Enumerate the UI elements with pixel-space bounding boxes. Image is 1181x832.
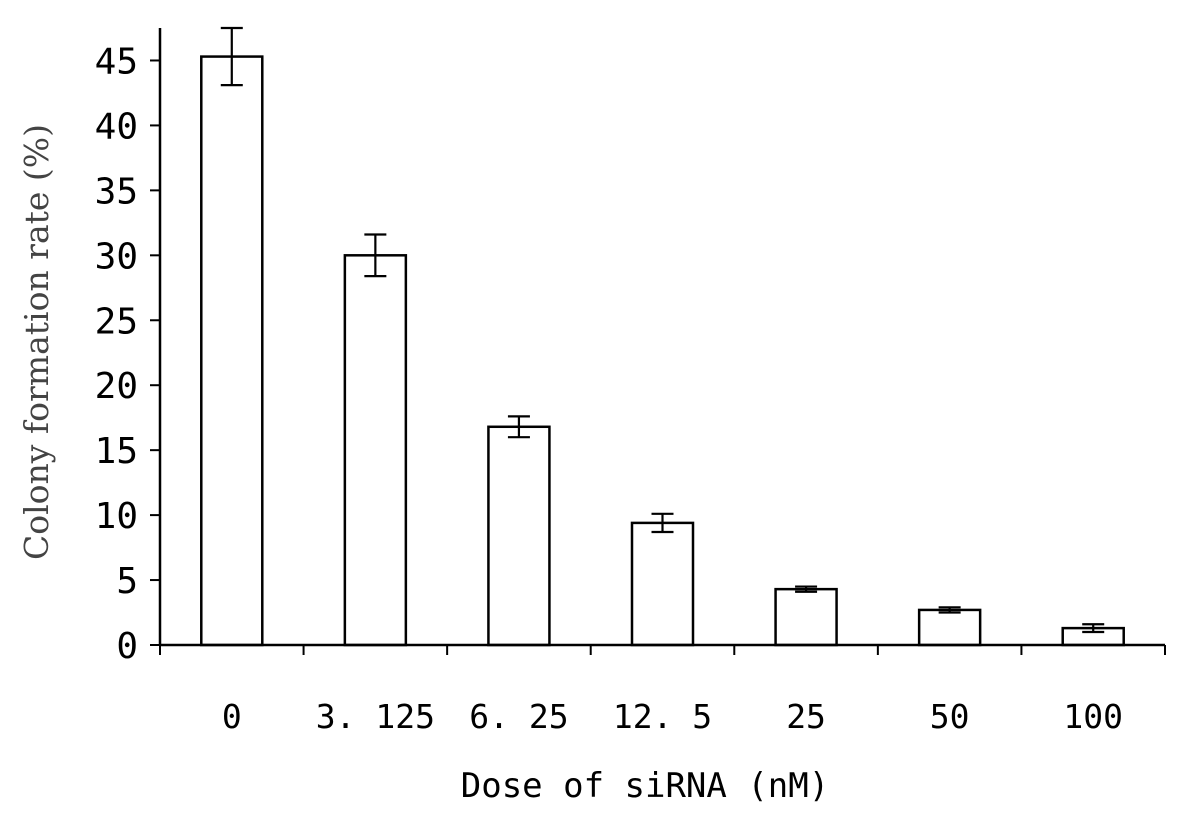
x-axis-category-labels: 0 3. 125 6. 25 12. 5 25 50 100 [222, 697, 1123, 736]
bar-50 [917, 608, 982, 647]
y-tick-label: 20 [95, 366, 138, 407]
x-category-label: 3. 125 [316, 697, 435, 736]
bar-6.25 [487, 425, 551, 647]
axes [158, 28, 1165, 647]
x-axis-title: Dose of siRNA (nM) [461, 766, 829, 806]
y-tick-label: 30 [95, 236, 138, 277]
x-category-label: 100 [1063, 697, 1123, 736]
x-axis-ticks [159, 645, 1166, 655]
bar-3.125 [343, 254, 408, 647]
y-tick-label: 5 [116, 561, 138, 602]
error-bar-25 [795, 585, 818, 593]
bar-25 [774, 587, 838, 647]
error-bar-6.25 [507, 415, 530, 439]
x-category-label: 50 [930, 697, 970, 736]
y-tick-label: 40 [95, 106, 138, 147]
y-axis-title: Colony formation rate (%) [17, 124, 56, 560]
error-bars [220, 26, 1105, 634]
x-category-label: 25 [786, 697, 826, 736]
x-category-label: 12. 5 [613, 697, 712, 736]
bars [200, 55, 1125, 647]
error-bar-3.125 [364, 233, 387, 278]
y-tick-label: 25 [95, 301, 138, 342]
bar-12.5 [630, 521, 695, 647]
x-category-label: 0 [222, 697, 242, 736]
y-tick-label: 0 [116, 626, 138, 667]
y-axis-tick-labels: 0 5 10 15 20 25 30 35 40 45 [95, 41, 138, 667]
error-bar-12.5 [651, 512, 674, 534]
y-tick-label: 10 [95, 496, 138, 537]
y-tick-label: 35 [95, 171, 138, 212]
error-bar-50 [938, 606, 961, 614]
error-bar-100 [1082, 623, 1105, 634]
y-tick-label: 45 [95, 41, 138, 82]
y-tick-label: 15 [95, 431, 138, 472]
error-bar-0 [220, 26, 243, 87]
x-category-label: 6. 25 [469, 697, 568, 736]
bar-0 [200, 55, 264, 647]
y-axis-ticks [150, 59, 160, 646]
